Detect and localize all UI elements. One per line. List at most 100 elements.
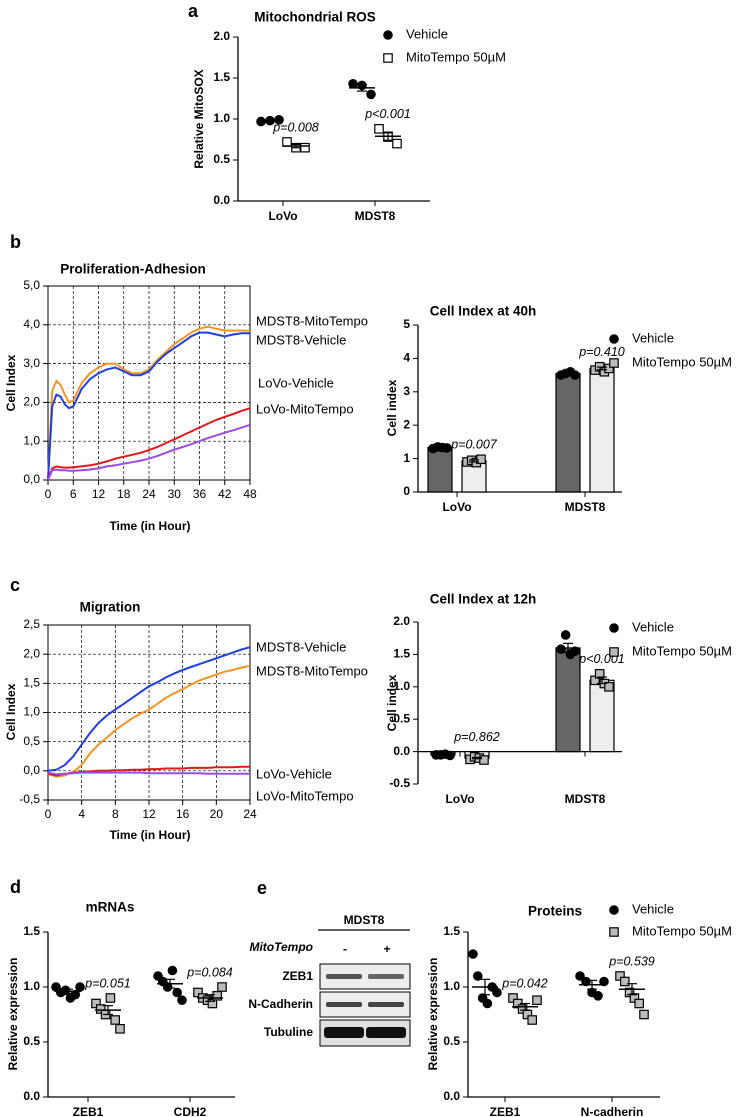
series-label: MDST8-MitoTempo <box>256 663 368 678</box>
x-tick-label: ZEB1 <box>73 1105 104 1117</box>
p-value: p=0.410 <box>578 345 625 359</box>
y-tick-label: 0.5 <box>23 1034 40 1048</box>
legend-label: Vehicle <box>406 26 448 41</box>
line <box>47 331 250 481</box>
p-value: p=0.008 <box>272 120 319 134</box>
line <box>47 771 250 776</box>
y-axis-label: Cell Index <box>4 683 18 740</box>
marker <box>473 971 483 981</box>
marker <box>619 976 630 987</box>
y-tick-label: 2,5 <box>23 617 40 631</box>
y-tick-label: 1.5 <box>393 647 410 661</box>
marker <box>167 965 178 976</box>
p-value: p=0.539 <box>608 954 655 968</box>
bar <box>555 647 581 753</box>
marker <box>282 137 292 147</box>
p-value: p=0.042 <box>501 976 548 990</box>
lane-label: + <box>383 942 390 956</box>
series-label: MDST8-MitoTempo <box>256 313 368 328</box>
series-label: MDST8-Vehicle <box>256 639 346 654</box>
y-tick-label: 3,0 <box>23 356 40 370</box>
legend-label: MitoTempo 50µM <box>406 49 506 64</box>
y-tick-label: 1.5 <box>23 924 40 938</box>
x-axis-label: Time (in Hour) <box>109 519 190 533</box>
legend-label: MitoTempo 50µM <box>632 643 732 658</box>
marker <box>604 363 614 374</box>
x-tick-label: 16 <box>176 807 190 821</box>
marker <box>604 681 614 692</box>
y-tick-label: 2,0 <box>23 395 40 409</box>
band <box>366 1027 406 1038</box>
x-tick-label: 48 <box>243 487 257 501</box>
y-tick-label: 2.0 <box>213 29 230 43</box>
marker <box>383 30 393 40</box>
series-label: LoVo-Vehicle <box>256 766 332 781</box>
marker <box>95 1004 106 1014</box>
y-axis-label: Relative MitoSOX <box>192 69 206 168</box>
y-tick-label: 0.0 <box>213 193 230 207</box>
marker <box>609 647 619 657</box>
x-axis-label: Time (in Hour) <box>109 828 190 842</box>
y-tick-label: 0.0 <box>23 1089 40 1103</box>
series-label: LoVo-MitoTempo <box>256 401 354 416</box>
p-value: p=0.007 <box>450 438 498 452</box>
x-tick-label: LoVo <box>445 792 474 806</box>
x-tick-label: ZEB1 <box>490 1105 521 1117</box>
y-tick-label: 2,0 <box>23 646 40 660</box>
marker <box>177 995 187 1006</box>
marker <box>482 998 493 1009</box>
chart-title: mRNAs <box>86 900 135 915</box>
legend-label: Vehicle <box>632 619 674 634</box>
panel-label: b <box>10 232 21 252</box>
marker <box>556 644 566 655</box>
marker <box>609 334 619 344</box>
y-tick-label: 0.5 <box>393 711 410 725</box>
marker <box>348 78 358 89</box>
bar <box>589 367 615 493</box>
y-tick-label: 5,0 <box>23 278 40 292</box>
legend-label: MitoTempo 50µM <box>632 923 732 938</box>
chart-title: Migration <box>80 600 141 615</box>
marker <box>217 982 227 992</box>
western-blot: e MDST8 MitoTempo - + ZEB1 N-Cadherin Tu… <box>248 878 411 1047</box>
y-tick-label: 0.5 <box>443 1034 460 1048</box>
marker <box>492 987 502 998</box>
bar <box>427 446 453 493</box>
x-tick-label: 36 <box>193 487 207 501</box>
blot-header: MDST8 <box>344 913 385 927</box>
marker <box>172 987 182 998</box>
x-tick-label: MDST8 <box>355 209 396 223</box>
y-tick-label: -0.5 <box>389 776 410 790</box>
p-value: p=0.051 <box>84 976 131 990</box>
x-tick-label: 0 <box>45 487 52 501</box>
marker <box>300 142 310 153</box>
band <box>324 1027 364 1038</box>
y-axis-label: Relative expression <box>426 958 440 1071</box>
line <box>47 325 250 481</box>
x-tick-label: LoVo <box>268 209 297 223</box>
y-axis-label: Relative expression <box>6 958 20 1071</box>
legend-label: MitoTempo 50µM <box>632 354 732 369</box>
y-tick-label: 1.5 <box>443 924 460 938</box>
y-tick-label: 0.0 <box>443 1089 460 1103</box>
marker <box>383 53 393 63</box>
band <box>326 1002 362 1007</box>
marker <box>115 1023 125 1034</box>
x-tick-label: 6 <box>70 487 77 501</box>
treatment-label: MitoTempo <box>249 940 313 954</box>
y-tick-label: 0.0 <box>393 744 410 758</box>
marker <box>560 630 571 640</box>
p-value: p<0.001 <box>364 107 411 121</box>
x-tick-label: 0 <box>45 807 52 821</box>
x-tick-label: 24 <box>243 807 257 821</box>
marker <box>105 993 116 1003</box>
marker <box>193 987 203 998</box>
panel-label: c <box>10 575 20 595</box>
y-axis-label: Cell index <box>385 379 399 436</box>
x-tick-label: 24 <box>142 487 156 501</box>
y-axis-label: Cell index <box>385 674 399 731</box>
marker <box>594 669 605 679</box>
marker <box>581 976 591 987</box>
y-tick-label: 0,5 <box>23 734 40 748</box>
x-tick-label: 20 <box>210 807 224 821</box>
